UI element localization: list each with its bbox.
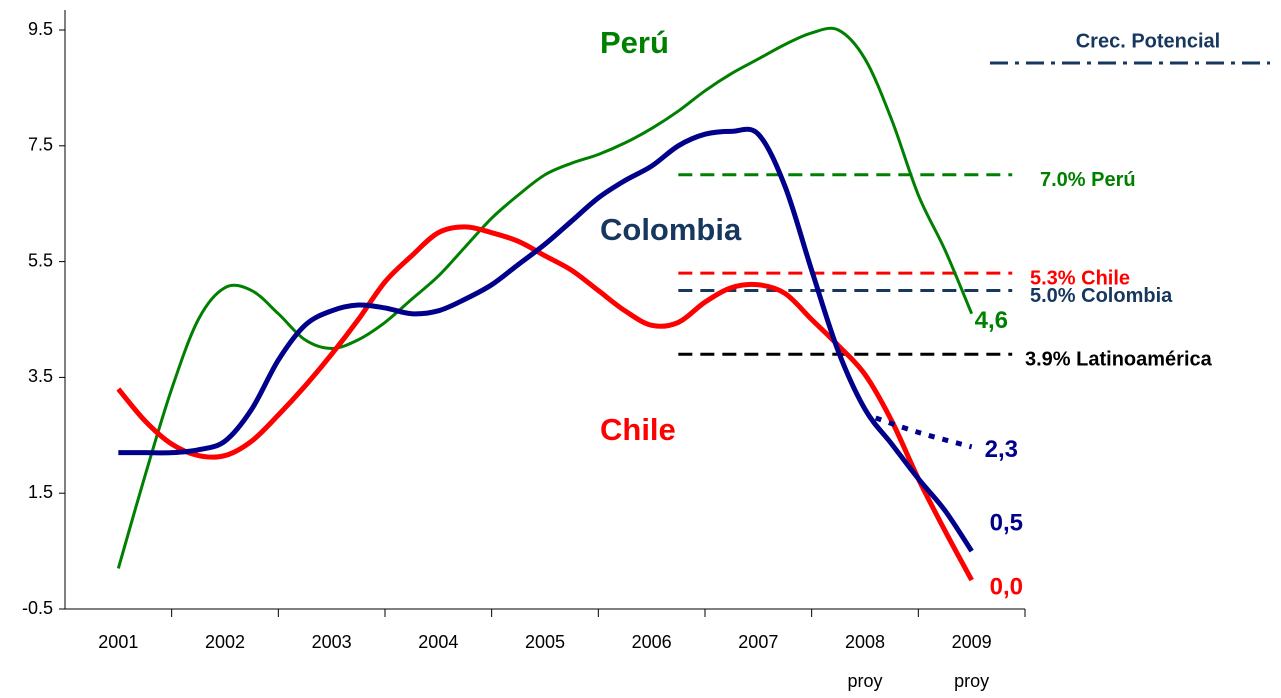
x-tick-label: 2004 (418, 632, 458, 652)
legend-label: Crec. Potencial (1076, 30, 1221, 52)
y-tick-label: 9.5 (28, 19, 53, 39)
end-label: 0,0 (990, 573, 1023, 600)
x-tick-label: 2008 (845, 632, 885, 652)
series-name: Chile (600, 412, 676, 447)
x-tick-note: proy (954, 671, 989, 691)
end-label: 4,6 (975, 307, 1008, 334)
reference-label: 3.9% Latinoamérica (1025, 349, 1213, 371)
reference-label: 5.0% Colombia (1030, 285, 1173, 307)
reference-label: 5.3% Chile (1030, 267, 1130, 289)
end-label: 0,5 (990, 509, 1023, 536)
x-tick-label: 2009 (952, 632, 992, 652)
y-tick-label: -0.5 (22, 598, 53, 618)
x-tick-label: 2006 (632, 632, 672, 652)
series-line (874, 415, 973, 450)
x-tick-note: proy (847, 671, 882, 691)
series-name: Colombia (600, 212, 742, 247)
series-line (116, 26, 974, 569)
x-tick-label: 2002 (205, 632, 245, 652)
x-tick-label: 2005 (525, 632, 565, 652)
reference-label: 7.0% Perú (1040, 169, 1136, 191)
x-tick-label: 2003 (312, 632, 352, 652)
y-tick-label: 3.5 (28, 366, 53, 386)
series-line (118, 126, 974, 553)
series-name: Perú (600, 25, 669, 60)
x-tick-label: 2001 (98, 632, 138, 652)
x-tick-label: 2007 (738, 632, 778, 652)
y-tick-label: 1.5 (28, 482, 53, 502)
y-tick-label: 7.5 (28, 135, 53, 155)
y-tick-label: 5.5 (28, 250, 53, 270)
series-line (116, 224, 974, 582)
end-label: 2,3 (985, 436, 1018, 463)
